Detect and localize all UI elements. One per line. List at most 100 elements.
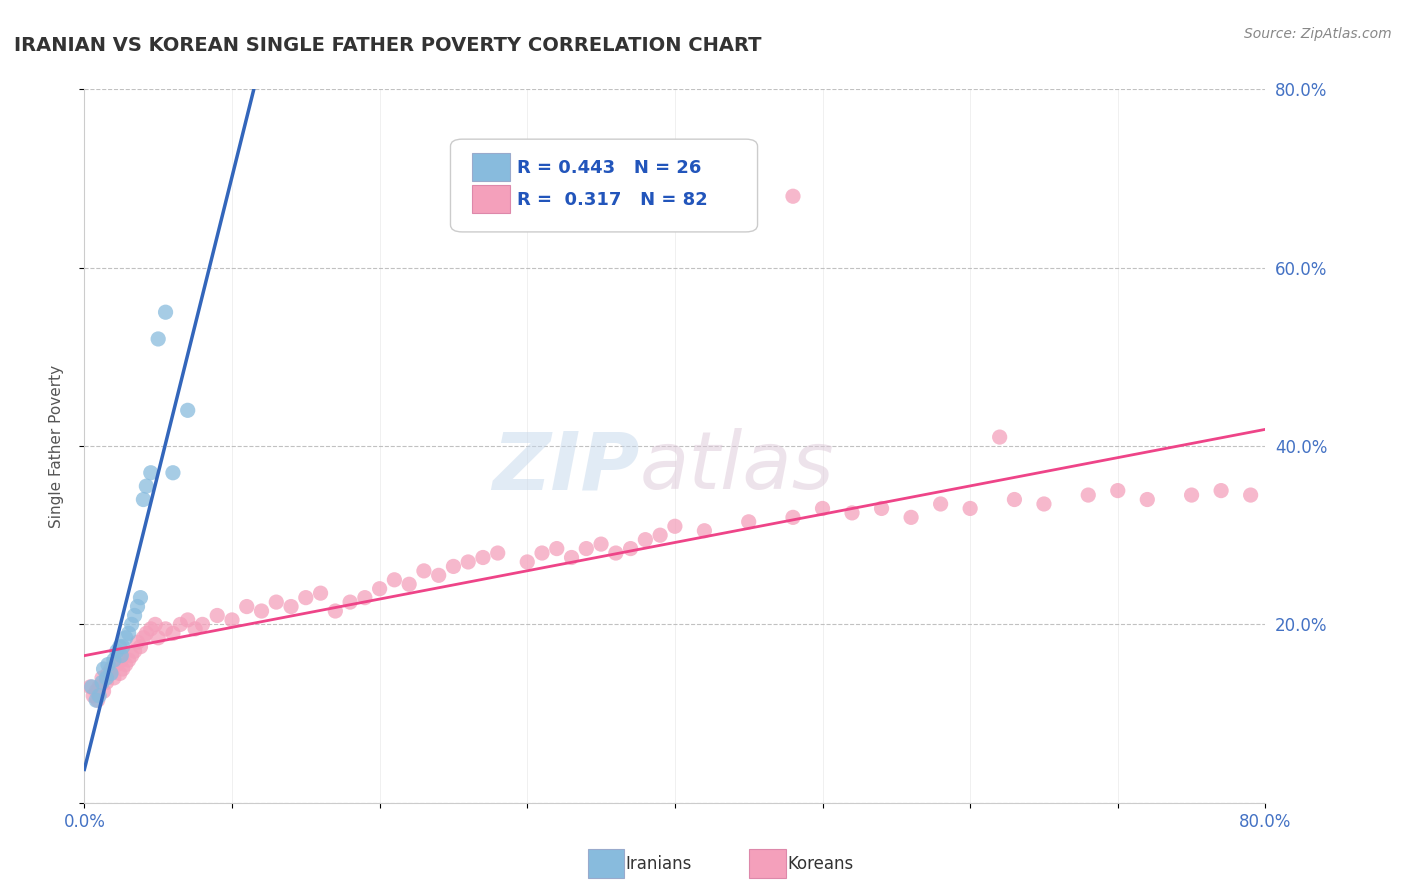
Point	[1136, 492, 1159, 507]
Point	[295, 591, 318, 605]
Point	[111, 662, 134, 676]
Point	[382, 573, 406, 587]
Point	[413, 564, 436, 578]
Point	[118, 653, 141, 667]
Point	[108, 666, 131, 681]
Point	[110, 648, 132, 663]
Point	[560, 550, 583, 565]
Point	[354, 591, 377, 605]
Point	[457, 555, 479, 569]
Point	[96, 671, 118, 685]
Point	[105, 657, 128, 672]
Point	[546, 541, 568, 556]
Point	[162, 466, 184, 480]
Point	[205, 608, 228, 623]
Point	[129, 591, 152, 605]
Point	[368, 582, 391, 596]
Point	[486, 546, 509, 560]
Point	[84, 693, 107, 707]
Point	[191, 617, 214, 632]
Point	[1077, 488, 1099, 502]
Point	[118, 626, 141, 640]
Point	[738, 515, 761, 529]
Point	[105, 644, 128, 658]
Point	[124, 644, 146, 658]
Point	[177, 403, 200, 417]
Point	[339, 595, 361, 609]
Point	[1107, 483, 1129, 498]
Point	[84, 684, 107, 698]
Point	[530, 546, 553, 560]
Point	[693, 524, 716, 538]
Point	[516, 555, 538, 569]
Point	[900, 510, 922, 524]
Point	[1240, 488, 1263, 502]
Point	[634, 533, 657, 547]
Text: atlas: atlas	[640, 428, 834, 507]
Point	[139, 622, 162, 636]
Point	[148, 631, 170, 645]
Point	[959, 501, 981, 516]
Point	[782, 510, 804, 524]
Point	[110, 653, 132, 667]
Point	[114, 657, 136, 672]
Point	[162, 626, 184, 640]
Point	[184, 622, 207, 636]
Point	[100, 666, 122, 681]
Point	[100, 662, 122, 676]
Point	[114, 631, 136, 645]
FancyBboxPatch shape	[472, 185, 509, 213]
Point	[280, 599, 302, 614]
Point	[82, 689, 104, 703]
Text: IRANIAN VS KOREAN SINGLE FATHER POVERTY CORRELATION CHART: IRANIAN VS KOREAN SINGLE FATHER POVERTY …	[14, 36, 762, 54]
Point	[135, 479, 157, 493]
Point	[1032, 497, 1054, 511]
Point	[605, 546, 627, 560]
Point	[782, 189, 804, 203]
Point	[79, 680, 101, 694]
Point	[1004, 492, 1026, 507]
Point	[124, 608, 146, 623]
Point	[93, 662, 115, 676]
Point	[121, 648, 143, 663]
FancyBboxPatch shape	[472, 153, 509, 181]
FancyBboxPatch shape	[450, 139, 758, 232]
Text: ZIP: ZIP	[492, 428, 640, 507]
Point	[929, 497, 952, 511]
Point	[139, 466, 162, 480]
Point	[132, 492, 155, 507]
Point	[811, 501, 834, 516]
Point	[591, 537, 613, 551]
Point	[575, 541, 598, 556]
Point	[97, 657, 120, 672]
Point	[132, 631, 155, 645]
Point	[169, 617, 191, 632]
Point	[80, 680, 103, 694]
Point	[323, 604, 347, 618]
Point	[121, 617, 143, 632]
Point	[129, 640, 152, 654]
Point	[664, 519, 686, 533]
Point	[135, 626, 157, 640]
Point	[236, 599, 259, 614]
Point	[988, 430, 1011, 444]
Point	[441, 559, 464, 574]
Text: Iranians: Iranians	[626, 855, 692, 873]
Point	[111, 640, 134, 654]
Point	[91, 671, 114, 685]
Point	[143, 617, 166, 632]
Text: R =  0.317   N = 82: R = 0.317 N = 82	[516, 191, 707, 209]
Point	[96, 675, 118, 690]
Text: Source: ZipAtlas.com: Source: ZipAtlas.com	[1244, 27, 1392, 41]
Point	[127, 599, 149, 614]
Point	[648, 528, 672, 542]
Point	[177, 613, 200, 627]
Point	[103, 653, 125, 667]
Point	[472, 550, 495, 565]
Text: R = 0.443   N = 26: R = 0.443 N = 26	[516, 159, 702, 177]
Text: Koreans: Koreans	[787, 855, 853, 873]
Point	[619, 541, 641, 556]
Point	[1209, 483, 1232, 498]
Point	[309, 586, 332, 600]
Point	[108, 640, 131, 654]
